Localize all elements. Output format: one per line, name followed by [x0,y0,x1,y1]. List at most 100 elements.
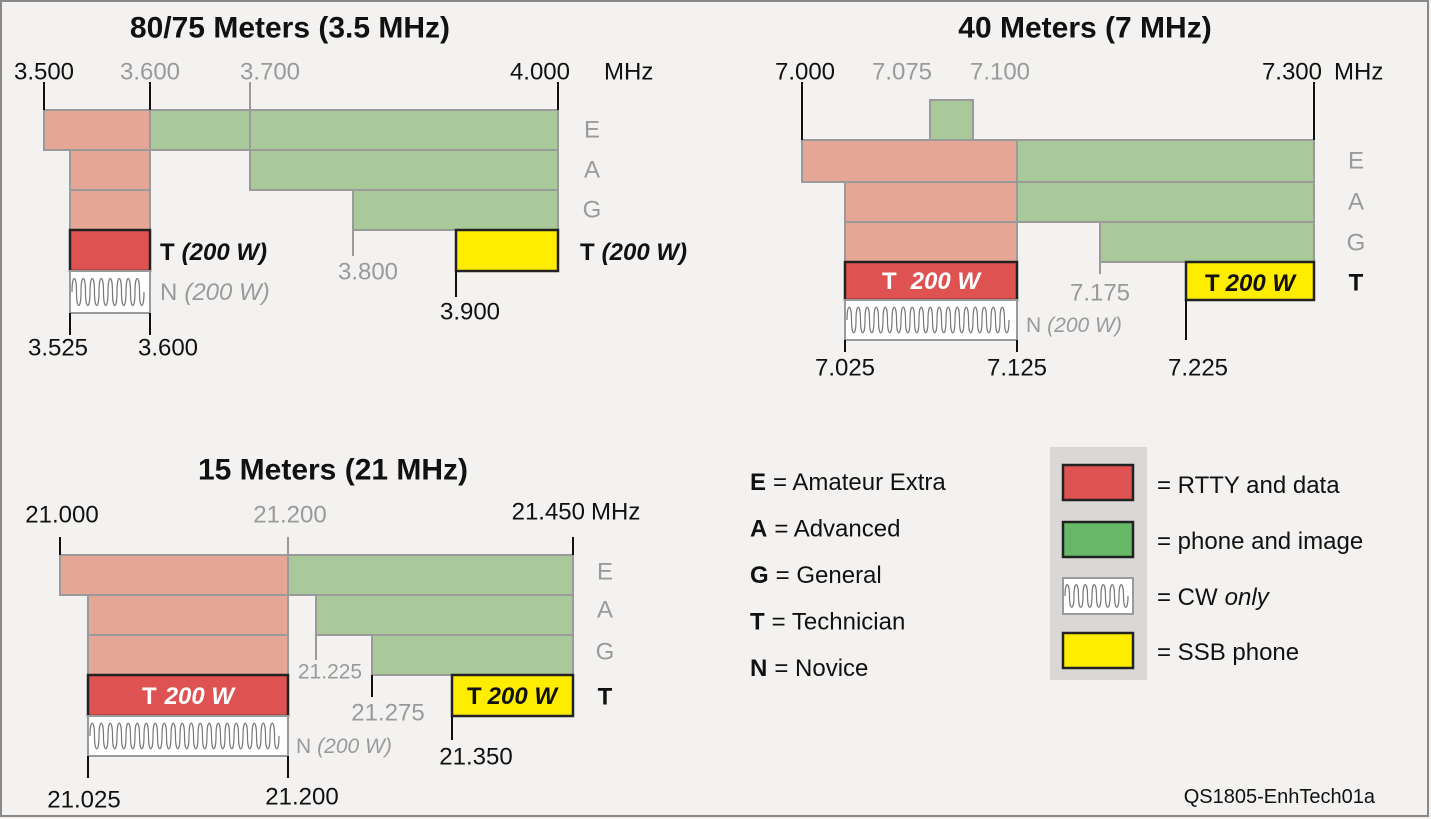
freq-label: 3.600 [120,59,180,86]
lgreen-segment [1061,520,1135,559]
class-label: A [597,597,613,624]
unit-label: MHz [1334,59,1383,86]
legend-entry: = phone and image [1157,528,1363,555]
tech-label: T (200 W) [160,239,267,266]
freq-label: 7.025 [815,355,875,382]
legend-entry: = SSB phone [1157,639,1299,666]
class: T [882,268,897,295]
legend-text: = General [776,562,882,589]
legend-text: = CW [1157,584,1218,611]
class-label: T [598,684,613,711]
unit-label: MHz [604,59,653,86]
legend-entry: A = Advanced [750,515,900,542]
freq-label: 3.900 [440,299,500,326]
legend-letter: T [750,608,765,635]
power: (200 W) [184,279,269,306]
mode-legend: = RTTY and data = phone and image = CW only… [1157,472,1363,666]
power: 200 W [1225,270,1298,297]
green-segment [287,554,574,596]
cw-segment [1062,577,1134,615]
legend-text: = phone and image [1157,528,1363,555]
freq-label: 21.200 [253,502,326,529]
green-segment [315,594,574,636]
pink-segment [69,189,151,231]
novice-label: N (200 W) [160,279,270,306]
class-label: G [583,197,602,224]
class: T [1205,270,1220,297]
legend-text: = Novice [774,655,868,682]
power: (200 W) [1047,314,1122,337]
class-label: G [1347,230,1366,257]
red-segment [1061,463,1135,502]
freq-label: 3.525 [28,335,88,362]
yellow-segment [454,228,560,273]
class-label: E [1348,148,1364,175]
panel-title: 80/75 Meters (3.5 MHz) [130,12,450,45]
freq-label: 7.000 [775,59,835,86]
red-segment [86,673,290,718]
freq-label: 7.125 [987,355,1047,382]
pink-segment [69,149,151,191]
tech-label: T 200 W [882,268,982,295]
cw-wave [846,306,1010,334]
green-segment [1016,139,1315,183]
class-label: E [584,117,600,144]
red-segment [843,260,1019,302]
green-segment [1016,181,1315,223]
power: (200 W) [317,735,392,758]
legend-letter: N [750,655,767,682]
freq-label: 7.100 [970,59,1030,86]
cw-wave [89,722,280,750]
cw-segment [69,270,151,314]
legend-emphasis: only [1225,584,1271,611]
freq-label: 7.175 [1070,280,1130,307]
yellow-segment [450,673,575,718]
figure-id: QS1805-EnhTech01a [1184,786,1376,808]
class: T [160,239,175,266]
power: 200 W [164,683,237,710]
legend-text: = RTTY and data [1157,472,1340,499]
freq-label: 7.075 [872,59,932,86]
novice-label: N (200 W) [296,735,392,758]
legend-entry: T = Technician [750,608,905,635]
freq-label: 7.225 [1168,355,1228,382]
shapes [43,82,1316,778]
legend-letter: A [750,515,767,542]
class-label: A [584,157,600,184]
panel-title: 15 Meters (21 MHz) [198,454,468,487]
legend-entry: E = Amateur Extra [750,469,946,496]
class-label: E [597,559,613,586]
yellow-segment [1184,260,1316,302]
tech-label: T 200 W [1205,270,1297,297]
legend-entry: = CW only [1157,584,1271,611]
pink-segment [59,554,289,596]
freq-label: 4.000 [510,59,570,86]
green-segment [1099,221,1315,263]
legend-entry: G = General [750,562,882,589]
class-label: G [596,639,615,666]
class-label: A [1348,189,1364,216]
tech-label: T 200 W [142,683,236,710]
class: N [160,279,177,306]
green-segment [929,99,974,141]
legend-text: = Advanced [774,515,900,542]
tech-label: T (200 W) [580,239,687,266]
green-segment [149,109,559,151]
freq-label: 7.300 [1262,59,1322,86]
power: 200 W [487,683,560,710]
freq-label: 21.000 [25,502,98,529]
class: N [1026,314,1041,337]
legend-text: = Amateur Extra [773,469,946,496]
pink-segment [43,109,151,151]
freq-label: 3.800 [338,259,398,286]
freq-label: 3.500 [14,59,74,86]
novice-label: N (200 W) [1026,314,1122,337]
pink-segment [87,634,289,676]
green-segment [352,189,559,231]
power: (200 W) [182,239,267,266]
cw-segment [87,715,289,757]
green-segment [371,634,574,676]
freq-label: 3.700 [240,59,300,86]
class: N [296,735,311,758]
